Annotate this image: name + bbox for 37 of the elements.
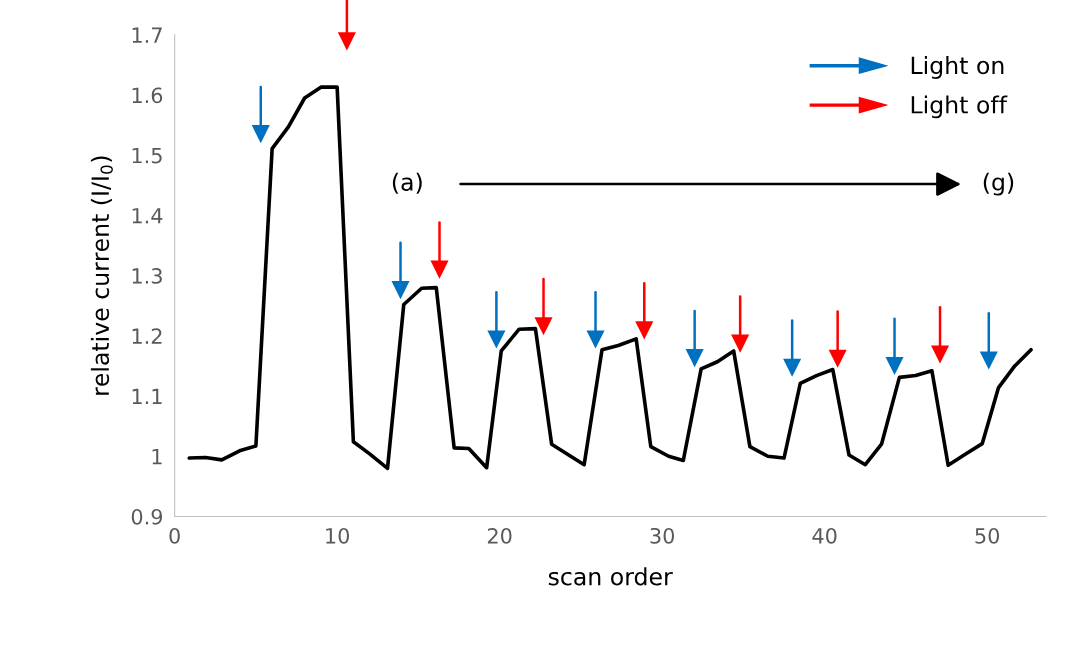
point [487,330,506,349]
point [885,356,904,375]
point [783,358,802,377]
point [930,345,950,364]
point [430,260,449,279]
legend-label: Light off [911,95,1008,119]
point [979,351,998,370]
y-tick-label: 0.9 [131,508,163,525]
line-series [187,85,1033,471]
x-tick-label: 50 [975,527,1000,544]
y-tick-label: 1.3 [132,268,162,284]
y-tick-label: 1.6 [132,87,163,104]
y-tick-label: 1.5 [132,147,162,164]
x-tick-label: 20 [487,527,512,544]
point [828,349,847,368]
annotation: (a) [392,172,422,194]
y-tick-label: 1 [152,448,162,465]
point [635,321,654,340]
x-tick-label: 10 [326,527,350,544]
point [337,32,356,51]
x-axis-title: scan order [548,567,673,586]
y-tick-label: 1.4 [132,208,163,224]
point [731,334,750,353]
point [391,281,410,300]
point [685,349,704,368]
x-tick-label: 30 [650,527,675,544]
point [586,330,605,349]
y-tick-label: 1.2 [132,328,162,344]
y-tick-label: 1.1 [132,388,162,404]
x-tick-label: 0 [169,527,180,544]
annotation: (g) [983,172,1014,196]
point [251,125,270,144]
x-tick-label: 40 [812,527,837,544]
y-tick-label: 1.7 [132,27,162,43]
legend-label: Light on [911,56,1004,79]
y-axis-title: relative current (I/I$_{0}$) [90,156,113,395]
point [534,317,553,336]
